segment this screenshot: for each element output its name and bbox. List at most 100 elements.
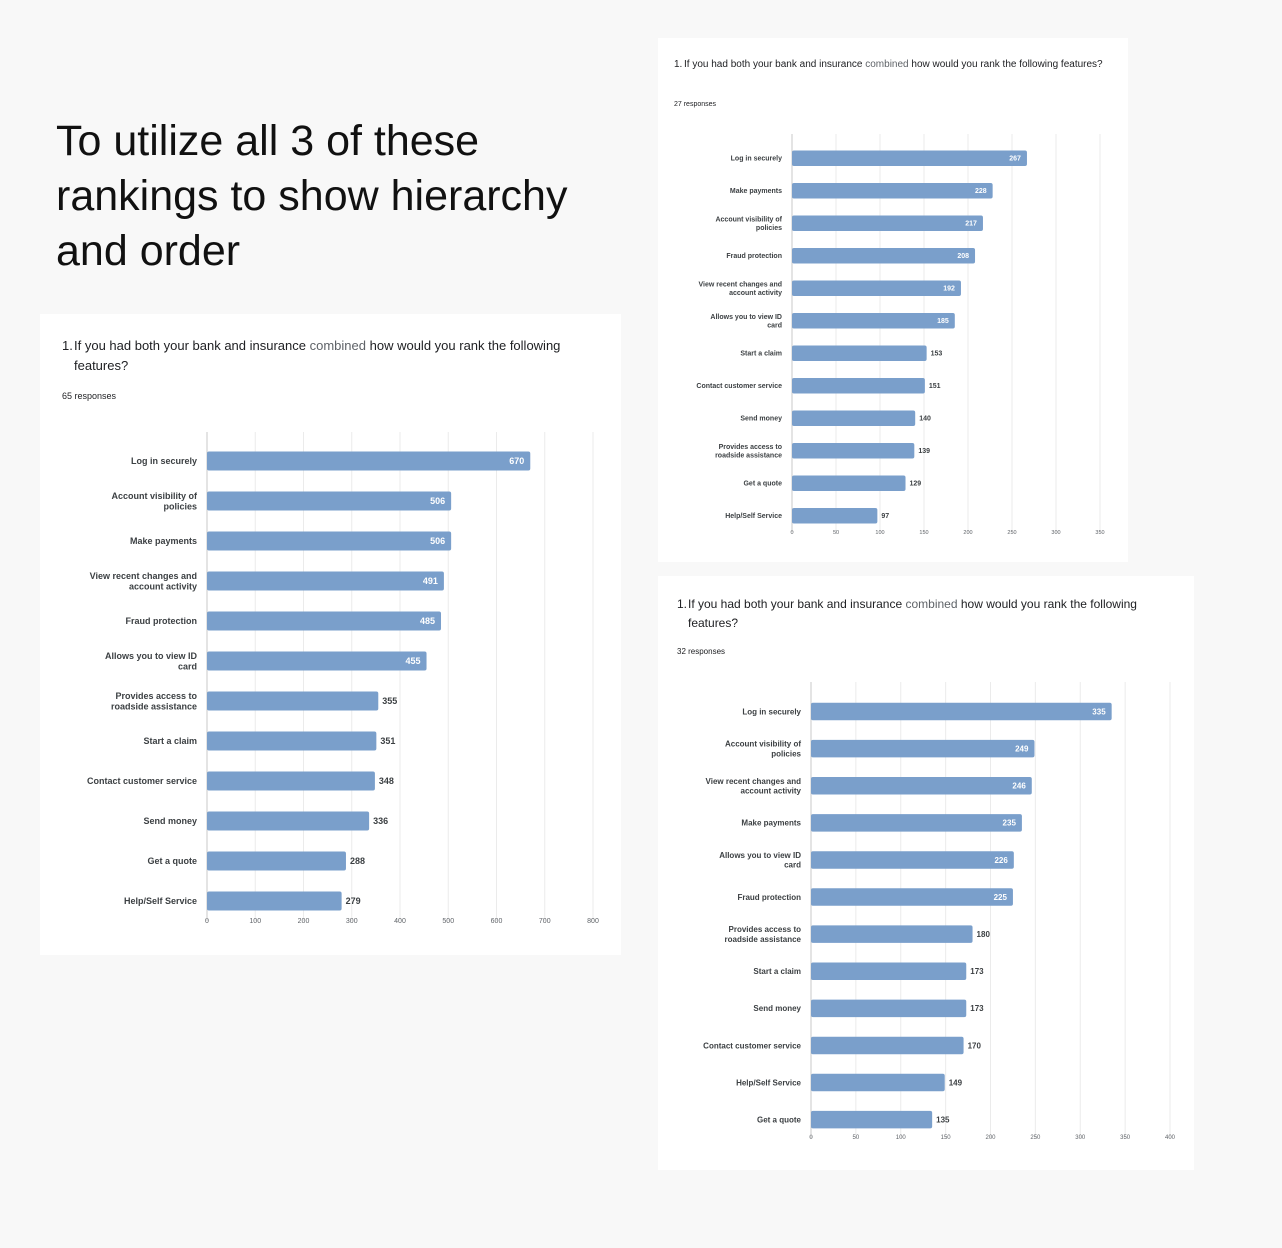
bar (792, 150, 1027, 166)
chart-card-65-responses: 1. If you had both your bank and insuran… (40, 314, 621, 955)
bar (792, 378, 925, 394)
bar (207, 691, 379, 711)
category-label: Make payments (741, 819, 801, 828)
category-label: View recent changes and account activity (698, 282, 782, 297)
question-text: If you had both your bank and insurance (74, 338, 306, 353)
bar (811, 925, 973, 943)
x-tick-label: 350 (1120, 1135, 1131, 1141)
x-tick-label: 50 (833, 530, 839, 536)
x-tick-label: 300 (1075, 1135, 1086, 1141)
question-number: 1. (674, 59, 683, 70)
value-label: 151 (929, 383, 941, 390)
value-label: 149 (949, 1078, 963, 1087)
chart-card-32-responses: 1. If you had both your bank and insuran… (658, 576, 1194, 1170)
value-label: 97 (881, 513, 889, 520)
bar (811, 962, 967, 980)
x-tick-label: 600 (491, 918, 503, 925)
bar (207, 811, 370, 831)
bar (792, 410, 916, 426)
bar (792, 345, 927, 361)
bar (207, 731, 377, 751)
value-label: 185 (937, 318, 949, 325)
x-tick-label: 200 (298, 918, 310, 925)
category-label: Send money (740, 416, 782, 423)
category-label: Account visibility of policies (725, 740, 802, 759)
value-label: 135 (936, 1115, 950, 1124)
category-label: Get a quote (743, 481, 782, 488)
value-label: 153 (931, 351, 943, 358)
bar (811, 851, 1014, 869)
x-tick-label: 0 (205, 918, 209, 925)
question-number: 1. (62, 338, 73, 353)
bar (207, 651, 427, 671)
bar (207, 611, 442, 631)
question-text-end: how would you rank the following feature… (74, 338, 561, 373)
x-tick-label: 350 (1095, 530, 1104, 536)
x-tick-label: 500 (442, 918, 454, 925)
category-label: Log in securely (131, 456, 197, 466)
category-label: Get a quote (757, 1115, 802, 1124)
bar (811, 1073, 945, 1092)
bar (811, 888, 1013, 906)
bar (207, 891, 342, 911)
value-label: 173 (970, 967, 984, 976)
x-tick-label: 300 (346, 918, 358, 925)
x-tick-label: 700 (539, 918, 551, 925)
category-label: Provides access to roadside assistance (715, 444, 782, 459)
bar (792, 183, 993, 199)
x-tick-label: 0 (790, 530, 793, 536)
bar (792, 248, 976, 264)
value-label: 288 (350, 856, 365, 866)
question-text: If you had both your bank and insurance (688, 597, 903, 611)
category-label: Fraud protection (726, 253, 782, 260)
category-label: Log in securely (742, 707, 801, 716)
category-label: Start a claim (740, 351, 782, 358)
page-heading: To utilize all 3 of these rankings to sh… (56, 117, 568, 275)
category-label: Start a claim (753, 967, 801, 976)
value-label: 335 (1092, 707, 1106, 716)
value-label: 670 (509, 456, 524, 466)
response-count: 27 responses (674, 101, 717, 108)
x-tick-label: 200 (963, 530, 972, 536)
bar (207, 851, 346, 871)
value-label: 192 (943, 286, 955, 293)
category-label: Start a claim (143, 736, 197, 746)
bar (792, 508, 878, 524)
question-highlight: combined (309, 338, 366, 353)
question-title: 1. If you had both your bank and insuran… (62, 336, 602, 376)
category-label: Help/Self Service (736, 1078, 801, 1087)
bar-chart: 0 100 200 300 400 500 600 700 800 Log in securely… (87, 432, 599, 925)
value-label: 506 (430, 536, 445, 546)
category-label: Provides access to roadside assistance (725, 925, 802, 944)
category-label: Allows you to view ID card (710, 314, 782, 329)
value-label: 226 (994, 856, 1008, 865)
value-label: 355 (382, 696, 397, 706)
bar (792, 475, 906, 491)
category-label: Account visibility of policies (111, 491, 198, 512)
bar (811, 702, 1112, 721)
category-label: Send money (143, 816, 197, 826)
x-tick-label: 400 (394, 918, 406, 925)
x-tick-label: 100 (875, 530, 884, 536)
category-label: Contact customer service (703, 1041, 801, 1050)
question-title: 1. If you had both your bank and insuran… (677, 595, 1177, 633)
value-label: 225 (994, 893, 1008, 902)
x-tick-label: 50 (853, 1135, 860, 1141)
value-label: 246 (1012, 782, 1026, 791)
question-title: 1. If you had both your bank and insuran… (674, 57, 1114, 73)
bar (207, 771, 375, 791)
category-label: Help/Self Service (725, 513, 782, 520)
question-text: If you had both your bank and insurance (684, 59, 863, 70)
x-tick-label: 150 (941, 1135, 952, 1141)
value-label: 180 (977, 930, 991, 939)
value-label: 129 (910, 481, 922, 488)
category-label: Provides access to roadside assistance (111, 691, 198, 712)
bar (811, 1110, 933, 1129)
category-label: Make payments (130, 536, 197, 546)
value-label: 173 (970, 1004, 984, 1013)
bar (792, 443, 915, 459)
category-label: Contact customer service (696, 383, 782, 390)
x-tick-label: 300 (1051, 530, 1060, 536)
value-label: 170 (968, 1041, 982, 1050)
response-count: 32 responses (677, 647, 726, 656)
